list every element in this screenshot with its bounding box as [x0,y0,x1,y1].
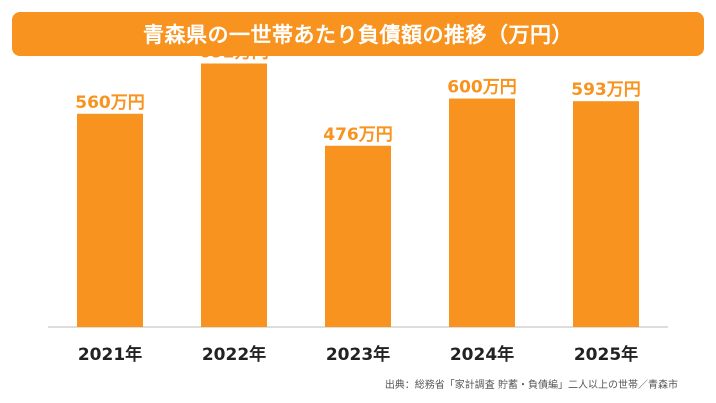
tick-label-3: 2024年 [450,344,514,365]
bar-4 [573,101,639,327]
chart-title: 青森県の一世帯あたり負債額の推移（万円） [143,23,573,47]
data-label-3: 600万円 [447,78,517,98]
source-note: 出典：総務省「家計調査 貯蓄・負債編」二人以上の世帯／青森市 [384,380,678,391]
tick-label-0: 2021年 [78,344,142,365]
data-label-0: 560万円 [75,93,145,113]
bar-2 [325,145,391,327]
bar-0 [77,113,143,328]
tick-label-4: 2025年 [574,344,638,365]
data-label-1: 692万円 [199,43,269,63]
data-label-4: 593万円 [571,80,641,100]
bar-1 [201,63,267,327]
tick-label-2: 2023年 [326,344,390,365]
bar-3 [449,98,515,328]
tick-label-1: 2022年 [202,344,266,365]
title-banner: 青森県の一世帯あたり負債額の推移（万円） [12,12,704,56]
data-label-2: 476万円 [323,125,393,145]
